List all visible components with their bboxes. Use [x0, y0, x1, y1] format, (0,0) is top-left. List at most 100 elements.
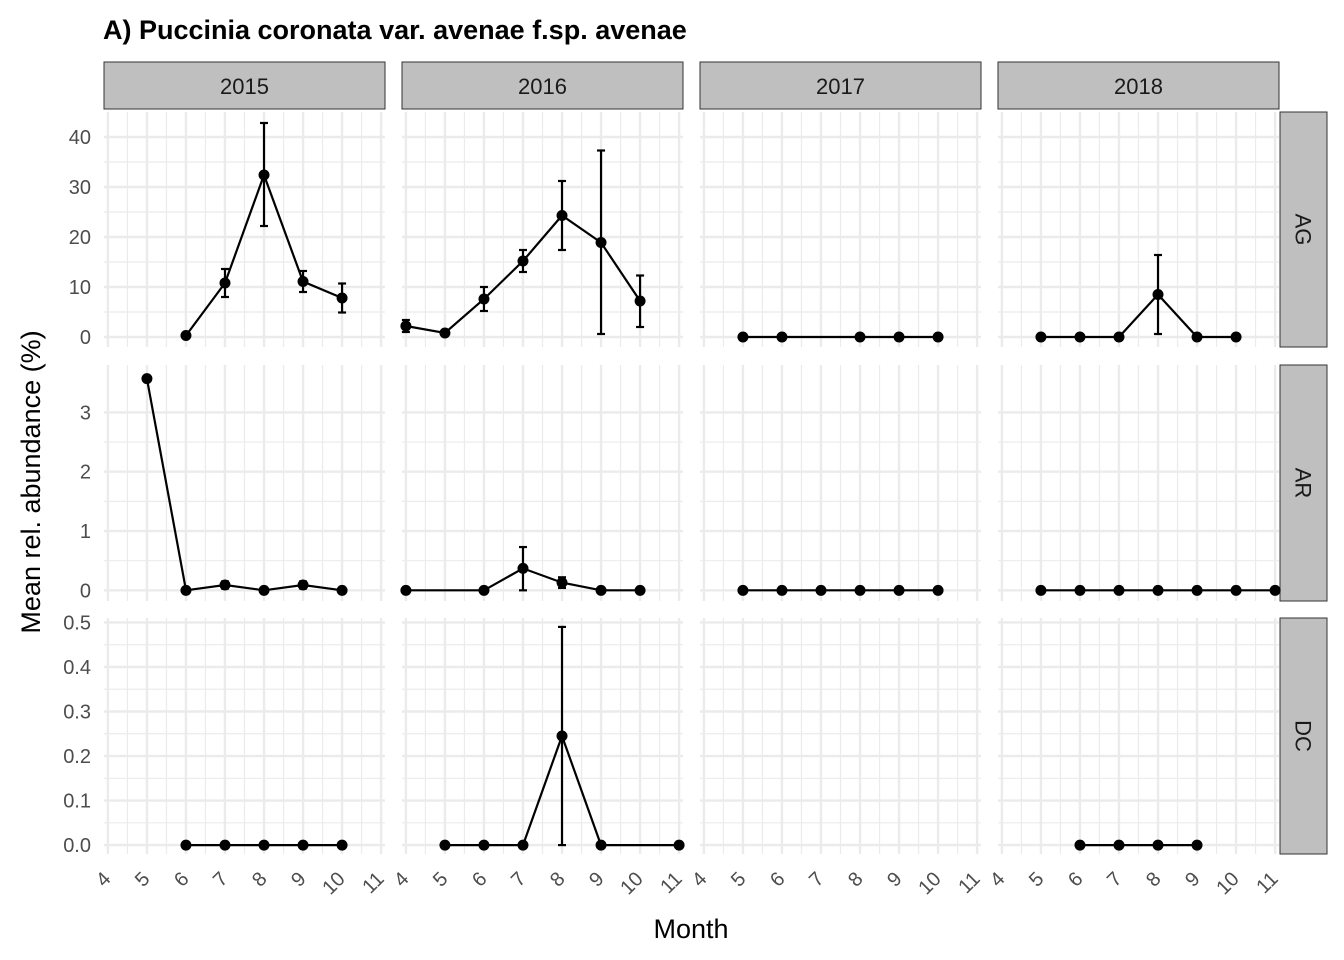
series-2017-AR: [737, 584, 944, 596]
data-point: [517, 255, 529, 267]
data-point: [893, 584, 905, 596]
data-point: [1230, 584, 1242, 596]
x-tick-label: 7: [209, 868, 232, 891]
series-line: [444, 732, 680, 847]
x-tick-label: 8: [844, 868, 867, 891]
data-point: [1269, 584, 1281, 596]
x-tick-label: 6: [1064, 868, 1087, 891]
facet-strip-label: DC: [1291, 720, 1316, 752]
x-axis-title: Month: [653, 914, 728, 944]
data-point: [517, 562, 529, 574]
data-point: [556, 577, 568, 589]
x-tick-label: 4: [688, 868, 711, 891]
series-line: [145, 378, 343, 592]
data-point: [219, 839, 231, 851]
panel-grid: [104, 365, 385, 601]
data-point: [180, 839, 192, 851]
data-point: [595, 237, 607, 248]
x-tick-label: 4: [986, 868, 1009, 891]
data-point: [297, 276, 309, 287]
y-tick-label: 0.2: [63, 746, 91, 768]
data-point: [180, 330, 192, 341]
data-point: [595, 839, 607, 851]
x-tick-label: 6: [766, 868, 789, 891]
panel-grid: [700, 618, 981, 854]
facet-strip-label: 2018: [1114, 74, 1163, 99]
data-point: [932, 331, 944, 343]
data-point: [815, 584, 827, 596]
panel-grid: [104, 112, 385, 347]
facet-strip-2016: [401, 61, 684, 110]
data-point: [1191, 584, 1203, 596]
data-point: [1152, 584, 1164, 596]
y-tick-label: 0.0: [63, 835, 91, 857]
data-point: [595, 584, 607, 596]
panel-grid: [104, 618, 385, 854]
facet-strip-label: AG: [1291, 214, 1316, 246]
facet-strip-2015: [103, 61, 386, 110]
y-tick-label: 0.4: [63, 657, 91, 679]
x-tick-label: 7: [805, 868, 828, 891]
data-point: [336, 839, 348, 851]
data-point: [634, 295, 646, 307]
data-point: [556, 730, 568, 742]
y-tick-label: 0: [80, 327, 91, 349]
facet-strip-DC: [1279, 617, 1328, 855]
series-2016-DC: [439, 625, 685, 851]
y-tick-label: 30: [69, 177, 91, 199]
data-point: [297, 839, 309, 851]
panel-grid: [998, 618, 1279, 854]
x-tick-label: 7: [1103, 868, 1126, 891]
x-tick-label: 10: [1212, 868, 1243, 899]
y-tick-label: 2: [80, 462, 91, 484]
data-point: [336, 584, 348, 596]
x-tick-label: 11: [358, 868, 388, 898]
data-point: [336, 292, 348, 304]
panel-grid: [402, 618, 683, 854]
facet-strip-label: AR: [1291, 468, 1316, 499]
data-point: [556, 210, 568, 221]
data-point: [1191, 331, 1203, 343]
panel-grid: [700, 112, 981, 347]
data-point: [219, 277, 231, 289]
x-tick-label: 6: [170, 868, 193, 891]
panel-grid: [998, 112, 1279, 347]
x-tick-label: 5: [1025, 868, 1048, 891]
x-tick-label: 5: [429, 868, 452, 891]
x-tick-label: 4: [390, 868, 413, 891]
x-tick-label: 9: [1181, 868, 1204, 891]
y-tick-label: 0.1: [63, 791, 91, 813]
series-2018-AG: [1035, 253, 1242, 343]
data-point: [634, 584, 646, 596]
x-tick-label: 4: [92, 868, 115, 891]
x-tick-label: 6: [468, 868, 491, 891]
data-point: [1113, 839, 1125, 851]
data-point: [893, 331, 905, 343]
data-point: [478, 839, 490, 851]
data-point: [854, 331, 866, 343]
x-tick-label: 10: [914, 868, 945, 899]
data-point: [1191, 839, 1203, 851]
data-point: [932, 584, 944, 596]
data-point: [400, 320, 412, 332]
x-tick-label: 9: [287, 868, 310, 891]
series-2016-AG: [400, 149, 646, 339]
x-tick-label: 10: [318, 868, 349, 899]
y-tick-label: 40: [69, 127, 91, 149]
data-point: [1113, 331, 1125, 343]
series-line: [1040, 292, 1237, 339]
series-2015-AR: [141, 373, 348, 596]
data-point: [439, 839, 451, 851]
series-line: [405, 567, 641, 592]
chart-title: A) Puccinia coronata var. avenae f.sp. a…: [103, 15, 687, 45]
series-2015-AG: [180, 121, 348, 341]
series-2016-AR: [400, 545, 646, 596]
x-tick-label: 8: [1142, 868, 1165, 891]
data-point: [478, 584, 490, 596]
y-tick-label: 20: [69, 227, 91, 249]
data-point: [1230, 331, 1242, 343]
y-tick-label: 1: [80, 521, 91, 543]
data-point: [737, 331, 749, 343]
data-point: [141, 373, 153, 385]
x-tick-label: 11: [1252, 868, 1282, 898]
